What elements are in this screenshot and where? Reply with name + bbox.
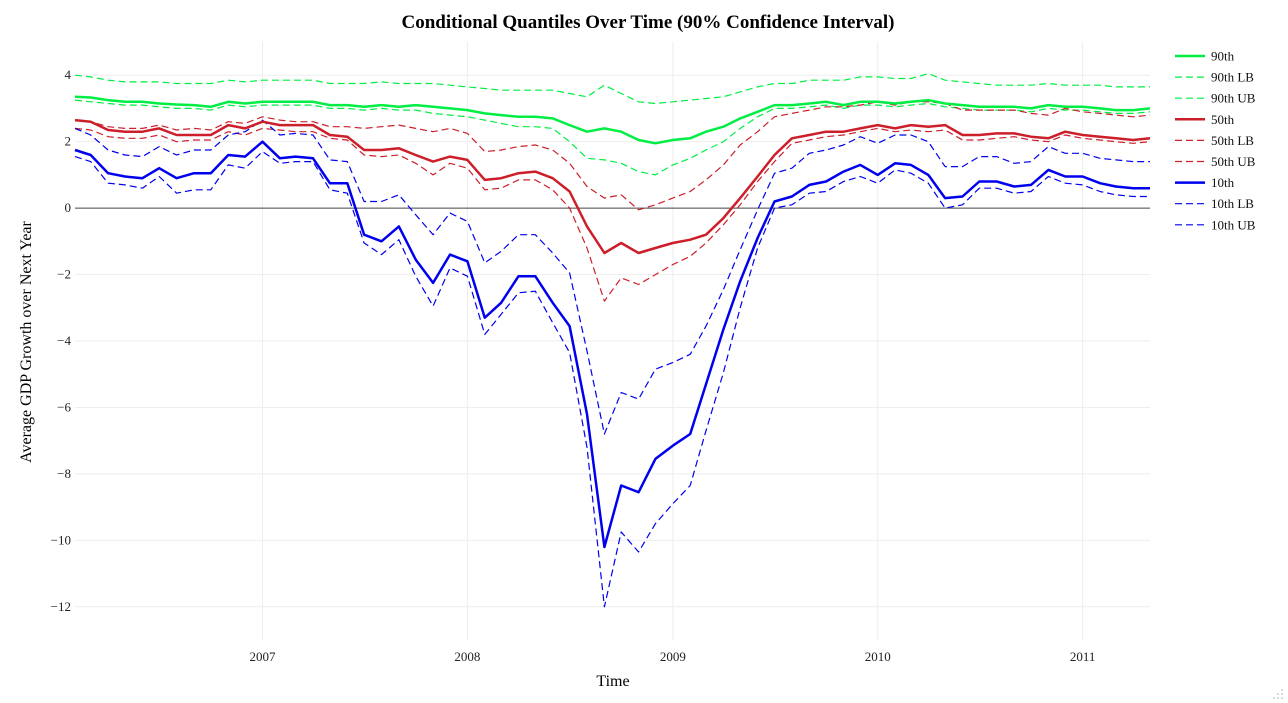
- x-axis-ticks: 2007 2008 2009 2010 2011: [249, 649, 1095, 664]
- legend-label: 90th UB: [1211, 91, 1256, 106]
- resize-handle-icon[interactable]: [1273, 689, 1283, 699]
- legend-label: 10th: [1211, 175, 1235, 190]
- grid-lines: [75, 42, 1150, 640]
- x-tick-label: 2009: [660, 649, 686, 664]
- y-tick-label: −6: [57, 399, 71, 414]
- series-line-90th: [74, 95, 1151, 145]
- legend-item-10th-ub[interactable]: 10th UB: [1175, 217, 1256, 232]
- y-tick-label: 0: [65, 200, 72, 215]
- x-tick-label: 2008: [454, 649, 480, 664]
- y-tick-label: −10: [51, 532, 71, 547]
- legend-item-90th-ub[interactable]: 90th UB: [1175, 91, 1256, 106]
- legend-label: 10th UB: [1211, 217, 1256, 232]
- series-line-10th-lb: [74, 151, 1150, 608]
- series-line-50th-ub: [74, 101, 1151, 211]
- legend-label: 50th: [1211, 112, 1235, 127]
- legend-item-90th-lb[interactable]: 90th LB: [1175, 70, 1254, 85]
- x-tick-label: 2011: [1070, 649, 1096, 664]
- legend-item-50th[interactable]: 50th: [1175, 112, 1235, 127]
- y-tick-label: −2: [57, 267, 71, 282]
- chart-title: Conditional Quantiles Over Time (90% Con…: [402, 12, 895, 33]
- legend-item-50th-lb[interactable]: 50th LB: [1175, 133, 1254, 148]
- legend-label: 90th: [1211, 49, 1235, 64]
- series-line-10th-ub: [74, 119, 1150, 435]
- y-tick-label: 4: [65, 67, 72, 82]
- legend-item-10th[interactable]: 10th: [1175, 175, 1235, 190]
- x-axis-label: Time: [596, 673, 629, 690]
- legend-label: 50th UB: [1211, 154, 1256, 169]
- legend-label: 10th LB: [1211, 196, 1254, 211]
- series-line-50th-lb: [74, 127, 1151, 302]
- x-tick-label: 2010: [865, 649, 891, 664]
- legend-label: 50th LB: [1211, 133, 1254, 148]
- y-tick-label: −12: [51, 599, 71, 614]
- y-tick-label: 2: [65, 134, 72, 149]
- x-tick-label: 2007: [249, 649, 276, 664]
- legend-label: 90th LB: [1211, 70, 1254, 85]
- y-tick-label: −4: [57, 333, 71, 348]
- y-axis-ticks: 4 2 0 −2 −4 −6 −8 −10 −12: [51, 67, 72, 614]
- y-tick-label: −8: [57, 466, 71, 481]
- series-line-10th: [74, 140, 1150, 549]
- series-line-90th-ub: [74, 72, 1150, 105]
- y-axis-label: Average GDP Growth over Next Year: [18, 220, 35, 462]
- legend-item-90th[interactable]: 90th: [1175, 49, 1235, 64]
- series-line-50th: [74, 118, 1151, 255]
- series-lines: [74, 72, 1151, 608]
- legend-item-10th-lb[interactable]: 10th LB: [1175, 196, 1254, 211]
- series-line-90th-lb: [74, 99, 1151, 176]
- legend-item-50th-ub[interactable]: 50th UB: [1175, 154, 1256, 169]
- legend[interactable]: 90th 90th LB 90th UB 50th 50th LB 50th UB 10th…: [1175, 49, 1256, 233]
